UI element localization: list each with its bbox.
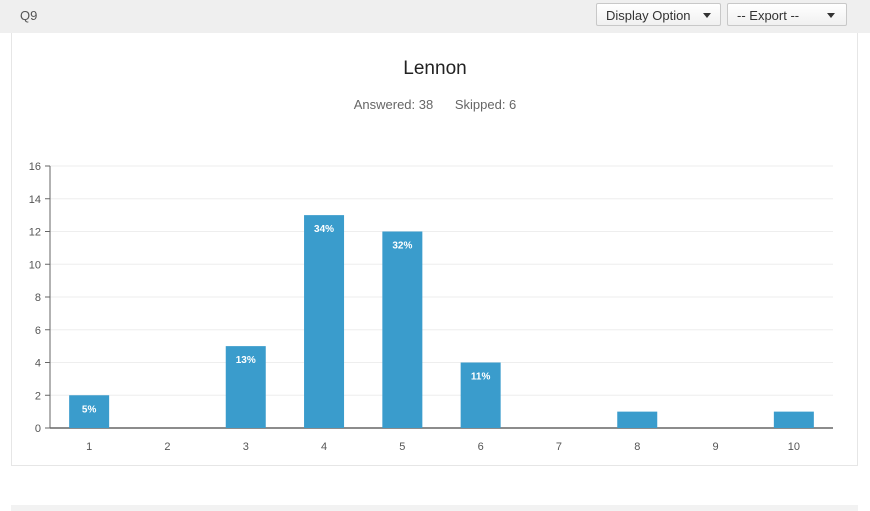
x-tick-label: 10 — [788, 441, 800, 453]
bar — [773, 411, 814, 428]
chart-panel — [11, 33, 858, 466]
x-tick-label: 6 — [478, 441, 484, 453]
x-tick-label: 3 — [243, 441, 249, 453]
x-tick-label: 5 — [399, 441, 405, 453]
y-tick-label: 10 — [29, 259, 41, 271]
x-tick-label: 1 — [86, 441, 92, 453]
answered-count: Answered: 38 — [353, 97, 434, 112]
y-tick-label: 8 — [35, 292, 41, 304]
caret-down-icon — [827, 13, 835, 18]
skipped-count: Skipped: 6 — [454, 97, 517, 112]
bar — [382, 231, 423, 428]
bar — [69, 395, 110, 428]
y-tick-label: 12 — [29, 227, 41, 239]
y-tick-label: 6 — [35, 325, 41, 337]
chart-title: Lennon — [403, 58, 467, 79]
x-tick-label: 9 — [712, 441, 718, 453]
bar — [225, 346, 266, 428]
response-stats: Answered: 38 Skipped: 6 — [0, 97, 870, 112]
y-tick-label: 16 — [29, 161, 41, 173]
data-label: 32% — [392, 241, 412, 252]
y-tick-label: 14 — [29, 194, 41, 206]
question-number: Q9 — [20, 8, 38, 23]
x-tick-label: 8 — [634, 441, 640, 453]
bar — [460, 362, 501, 428]
caret-down-icon — [703, 13, 711, 18]
data-label: 13% — [236, 355, 256, 366]
data-label: 34% — [314, 224, 334, 235]
export-label: -- Export -- — [737, 8, 800, 23]
y-tick-label: 2 — [35, 390, 41, 402]
bar — [617, 411, 658, 428]
data-label: 11% — [471, 372, 491, 383]
bar — [304, 215, 345, 428]
y-tick-label: 4 — [35, 358, 41, 370]
export-dropdown[interactable]: -- Export -- — [727, 3, 847, 26]
display-option-label: Display Option — [606, 8, 691, 23]
data-label: 5% — [82, 404, 97, 415]
x-tick-label: 2 — [164, 441, 170, 453]
next-question-header — [11, 505, 858, 511]
y-tick-label: 0 — [35, 423, 41, 435]
x-tick-label: 4 — [321, 441, 327, 453]
display-option-dropdown[interactable]: Display Option — [596, 3, 721, 26]
question-header: Q9 — [0, 0, 870, 33]
x-tick-label: 7 — [556, 441, 562, 453]
